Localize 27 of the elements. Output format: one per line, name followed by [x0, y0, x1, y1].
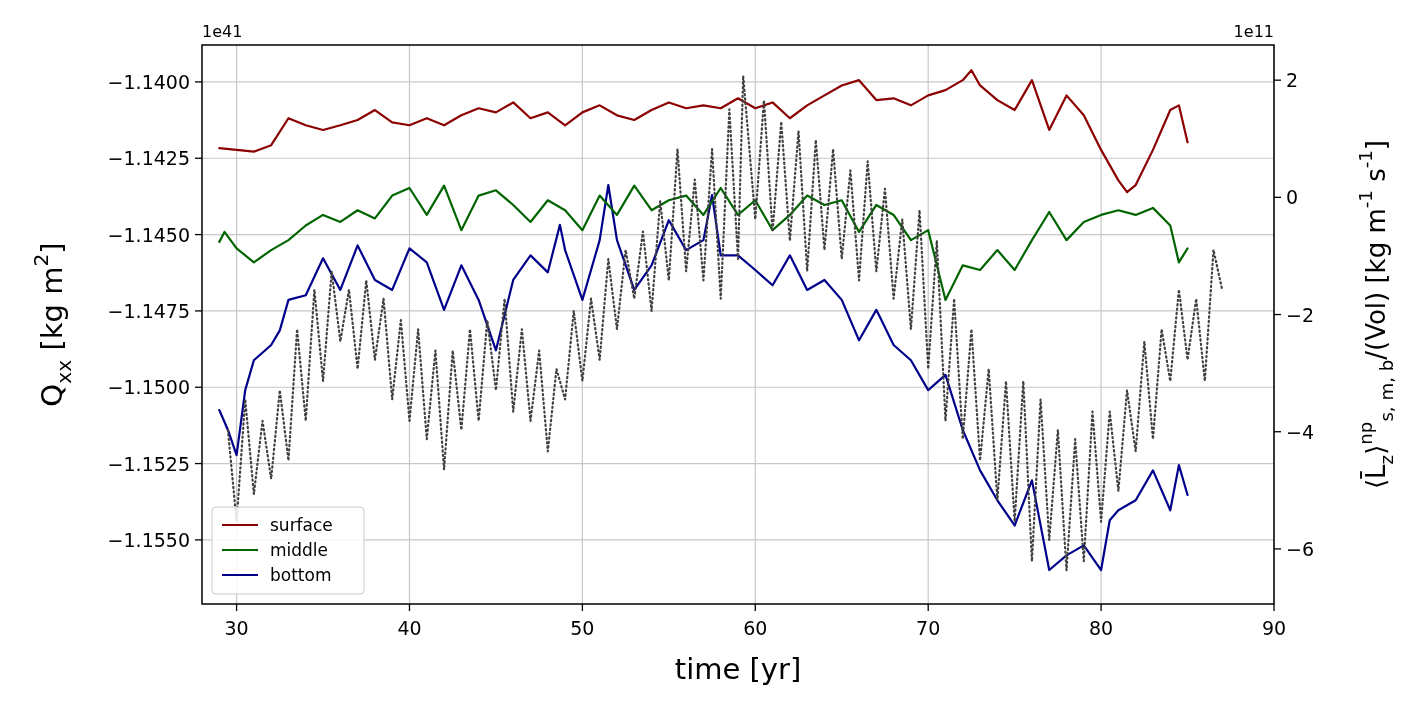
x-tick-label: 50 [570, 617, 595, 639]
y-tick-label: −1.1550 [107, 528, 190, 551]
y-tick-label: −1.1475 [107, 299, 190, 322]
legend-label: surface [270, 515, 333, 535]
x-tick-label: 40 [397, 617, 422, 639]
y2-tick-label: −4 [1286, 420, 1315, 443]
x-tick-label: 30 [224, 617, 249, 639]
legend-label: middle [270, 540, 329, 560]
y2-tick-label: 2 [1286, 69, 1299, 92]
line-series [218, 184, 1189, 301]
x-tick-label: 90 [1261, 617, 1287, 639]
legend-label: bottom [270, 565, 332, 585]
y2-tick-label: −2 [1286, 303, 1315, 326]
text: 1e41 [202, 22, 243, 41]
y-tick-label: −1.1400 [107, 70, 190, 93]
y2-tick-label: −6 [1286, 537, 1315, 560]
y-tick-label: −1.1500 [107, 376, 190, 399]
line-series [218, 69, 1189, 194]
y2-tick-label: 0 [1286, 186, 1299, 209]
y-tick-label: −1.1525 [107, 452, 190, 475]
y-tick-label: −1.1425 [107, 147, 190, 170]
x-tick-label: 60 [743, 617, 768, 639]
x-axis-title: time [yr] [674, 652, 802, 686]
text: 1e11 [1233, 22, 1274, 41]
y-tick-label: −1.1450 [107, 223, 190, 246]
x-tick-label: 80 [1089, 617, 1114, 639]
x-tick-label: 70 [916, 617, 941, 639]
